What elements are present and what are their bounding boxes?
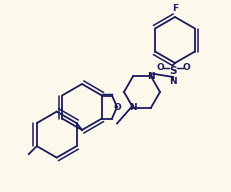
- Text: O: O: [113, 103, 121, 112]
- Text: F: F: [172, 4, 178, 13]
- Text: N: N: [147, 72, 155, 81]
- Text: S: S: [169, 66, 177, 76]
- Text: O: O: [182, 64, 190, 73]
- Text: N: N: [169, 76, 177, 85]
- Text: O: O: [156, 64, 164, 73]
- Text: N: N: [129, 103, 137, 112]
